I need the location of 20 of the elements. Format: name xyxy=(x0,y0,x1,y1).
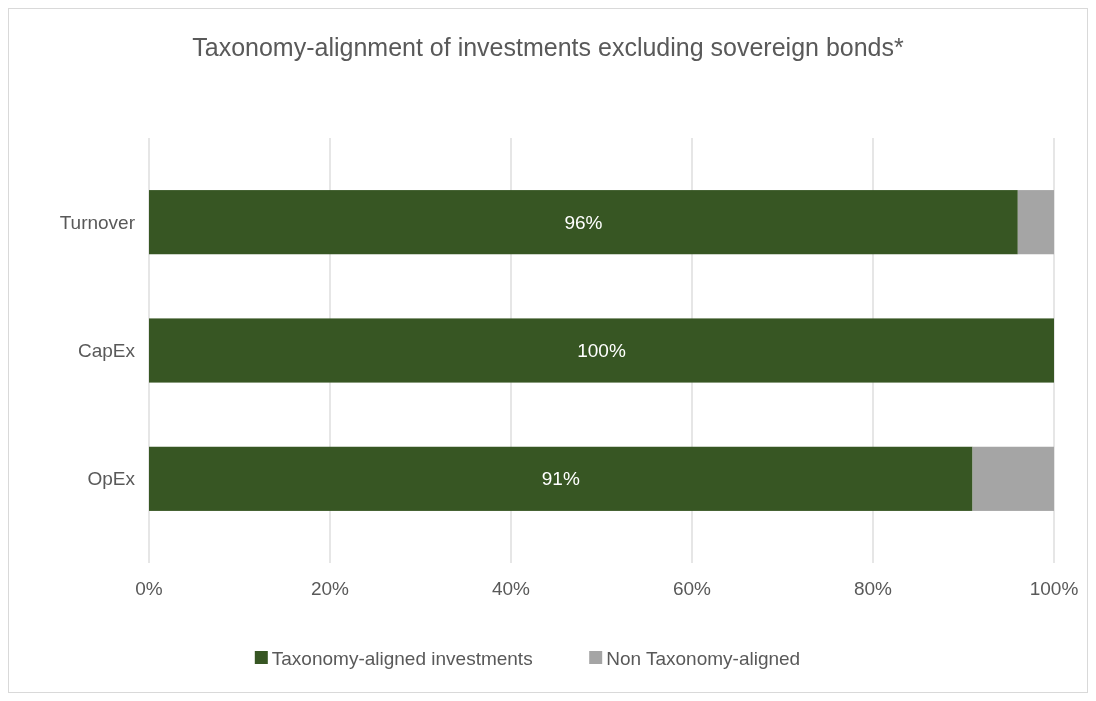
x-tick-label: 60% xyxy=(672,578,712,599)
chart-title: Taxonomy-alignment of investments excluding sovereign bonds* xyxy=(192,33,905,61)
data-label: 100% xyxy=(577,340,626,362)
y-tick-label: OpEx xyxy=(87,468,136,490)
data-label: 91% xyxy=(541,468,580,490)
y-tick-label: CapEx xyxy=(77,340,136,362)
bar xyxy=(1017,190,1054,255)
x-tick-label: 80% xyxy=(853,578,893,599)
bar xyxy=(972,446,1054,511)
x-tick-label: 20% xyxy=(310,578,350,599)
data-label: 96% xyxy=(564,211,603,233)
bar xyxy=(149,190,1018,255)
legend-label: Taxonomy-aligned investments xyxy=(271,647,533,669)
x-tick-label: 0% xyxy=(135,578,163,599)
y-tick-label: Turnover xyxy=(59,211,136,233)
bar xyxy=(149,318,1054,383)
x-tick-label: 40% xyxy=(491,578,531,599)
legend-label: Non Taxonomy-aligned xyxy=(606,647,801,669)
bar xyxy=(149,446,973,511)
x-tick-label: 100% xyxy=(1029,578,1079,599)
